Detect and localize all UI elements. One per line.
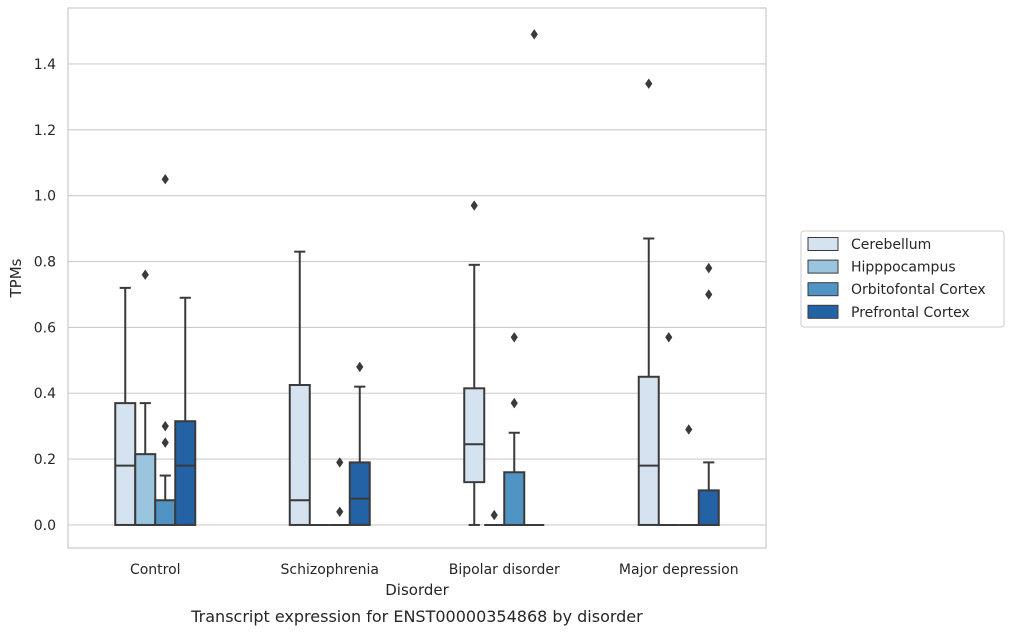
legend-label-hipppocampus: Hipppocampus	[851, 260, 956, 276]
box-body	[503, 471, 526, 526]
legend: Cerebellum Hipppocampus Orbitofontal Corte…	[800, 230, 1005, 328]
box-cerebellum-major-depression	[637, 78, 660, 526]
outlier-point	[490, 509, 498, 521]
x-tick-label: Bipolar disorder	[449, 562, 560, 578]
box-orbitofontal-cortex-schizophrenia	[329, 457, 350, 526]
outlier-point	[530, 29, 538, 40]
legend-swatch-cerebellum	[807, 237, 839, 251]
y-tick-label: 1.0	[34, 189, 56, 205]
outlier-point	[141, 269, 149, 280]
box-prefrontal-cortex-schizophrenia	[348, 361, 371, 526]
outlier-point	[645, 78, 653, 89]
box-prefrontal-cortex-control	[174, 296, 197, 526]
grid-lines	[68, 63, 766, 526]
x-tick-label: Major depression	[619, 562, 739, 578]
y-tick-label: 0.8	[34, 255, 56, 271]
outlier-point	[336, 457, 344, 468]
outlier-point	[705, 262, 713, 274]
box-body	[697, 489, 720, 526]
box-series	[114, 29, 720, 526]
box-orbitofontal-cortex-major-depression	[678, 424, 699, 526]
outlier-point	[336, 506, 344, 517]
figure-caption: Transcript expression for ENST0000035486…	[190, 607, 643, 626]
y-tick-label: 1.2	[34, 123, 56, 139]
y-tick-labels: 0.0 0.2 0.4 0.6 0.8 1.0 1.2 1.4	[34, 57, 56, 534]
y-axis-label: TPMs	[7, 258, 25, 298]
outlier-point	[470, 200, 478, 211]
y-tick-label: 0.6	[34, 320, 56, 336]
box-body	[637, 375, 660, 526]
outlier-point	[510, 332, 518, 343]
legend-swatch-orbitofontal-cortex	[807, 282, 839, 297]
box-hipppocampus-bipolar-disorder	[484, 509, 505, 526]
outlier-point	[161, 437, 169, 448]
y-tick-label: 0.4	[34, 386, 56, 402]
plot-frame	[67, 7, 767, 549]
x-tick-label: Control	[130, 562, 181, 578]
outlier-point	[705, 289, 713, 300]
box-cerebellum-schizophrenia	[288, 250, 311, 526]
x-tick-labels: Control Schizophrenia Bipolar disorder Majo…	[130, 562, 739, 578]
outlier-point	[685, 424, 693, 435]
box-body	[288, 384, 311, 526]
outlier-point	[356, 361, 364, 373]
outlier-point	[161, 420, 169, 432]
box-prefrontal-cortex-bipolar-disorder	[524, 29, 545, 526]
legend-frame	[800, 230, 1005, 328]
box-orbitofontal-cortex-bipolar-disorder	[503, 332, 526, 526]
legend-label-prefrontal-cortex: Prefrontal Cortex	[851, 305, 970, 321]
box-body	[348, 461, 371, 526]
box-cerebellum-control	[114, 286, 137, 526]
box-body	[134, 453, 157, 526]
x-tick-label: Schizophrenia	[281, 562, 379, 578]
y-tick-label: 0.2	[34, 452, 56, 468]
box-cerebellum-bipolar-disorder	[463, 200, 486, 526]
box-orbitofontal-cortex-control	[154, 174, 177, 526]
outlier-point	[510, 397, 518, 409]
legend-label-orbitofontal-cortex: Orbitofontal Cortex	[851, 282, 986, 298]
box-body	[174, 420, 197, 526]
legend-swatch-prefrontal-cortex	[807, 304, 839, 319]
box-hipppocampus-control	[134, 269, 157, 526]
box-hipppocampus-major-depression	[658, 332, 679, 526]
legend-swatch-hipppocampus	[807, 259, 839, 274]
box-prefrontal-cortex-major-depression	[697, 262, 720, 526]
y-tick-label: 1.4	[34, 57, 56, 73]
legend-label-cerebellum: Cerebellum	[851, 237, 931, 253]
y-tick-label: 0.0	[34, 518, 56, 534]
x-axis-label: Disorder	[385, 581, 449, 599]
outlier-point	[665, 332, 673, 343]
box-body	[154, 499, 177, 526]
outlier-point	[161, 174, 169, 185]
box-body	[463, 387, 486, 484]
box-body	[114, 402, 137, 526]
